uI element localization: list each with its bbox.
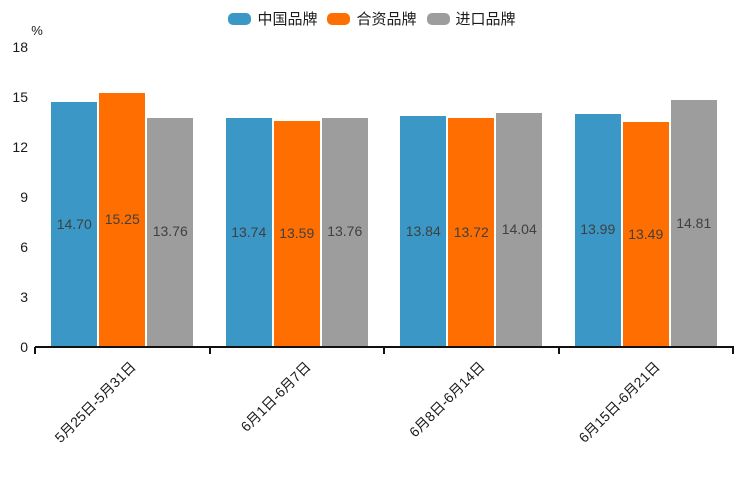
bar-value-label: 15.25 [104, 210, 140, 227]
y-axis-tick-label: 3 [20, 289, 28, 305]
x-axis-tick [557, 347, 560, 354]
x-axis-tick [732, 347, 734, 354]
bar-value-label: 14.81 [676, 214, 712, 231]
x-axis-category-label: 6月8日-6月14日 [406, 358, 488, 441]
bar-进口品牌-6月1日-6月7日 [321, 117, 368, 347]
bar-进口品牌-5月25日-5月31日 [147, 117, 194, 347]
bar-合资品牌-6月15日-6月21日 [622, 122, 669, 347]
bar-value-label: 13.84 [405, 222, 441, 239]
legend-item-joint-venture-brand[interactable]: 合资品牌 [327, 8, 417, 29]
x-axis-category-label: 6月15日-6月21日 [575, 358, 663, 446]
bar-进口品牌-6月8日-6月14日 [496, 113, 543, 347]
bar-value-label: 13.59 [279, 224, 315, 241]
bar-value-label: 13.74 [231, 223, 267, 240]
x-axis-category-label: 5月25日-5月31日 [51, 358, 139, 446]
legend-swatch-china-brand [228, 12, 252, 25]
bar-合资品牌-5月25日-5月31日 [99, 92, 146, 347]
legend-label-import-brand: 进口品牌 [455, 11, 516, 28]
bar-中国品牌-6月1日-6月7日 [225, 118, 272, 347]
y-axis-tick-label: 18 [12, 39, 28, 55]
bar-value-label: 13.76 [327, 223, 363, 240]
x-axis-category-label: 6月1日-6月7日 [237, 358, 314, 435]
bar-value-label: 13.72 [453, 223, 489, 240]
y-axis-tick-label: 9 [20, 189, 28, 205]
legend-swatch-joint-venture-brand [327, 12, 351, 25]
bar-value-label: 13.49 [628, 225, 664, 242]
legend-label-china-brand: 中国品牌 [257, 11, 318, 28]
chart-legend: 中国品牌 合资品牌 进口品牌 [0, 8, 744, 29]
bar-进口品牌-6月15日-6月21日 [670, 100, 717, 347]
bar-中国品牌-5月25日-5月31日 [51, 102, 98, 347]
bar-value-label: 13.76 [152, 223, 188, 240]
bar-合资品牌-6月8日-6月14日 [448, 118, 495, 347]
y-axis-tick-label: 15 [12, 89, 28, 105]
x-axis-tick [208, 347, 211, 354]
bar-value-label: 13.99 [580, 221, 616, 238]
y-axis-tick-label: 0 [20, 339, 28, 355]
y-axis-tick-label: 12 [12, 139, 28, 155]
legend-item-china-brand[interactable]: 中国品牌 [228, 8, 317, 29]
bar-value-label: 14.70 [56, 215, 92, 232]
x-axis-tick [34, 347, 36, 354]
x-axis-line [35, 346, 734, 348]
y-axis-unit-label: % [31, 23, 43, 38]
bar-合资品牌-6月1日-6月7日 [273, 120, 320, 347]
y-axis-tick-label: 6 [20, 239, 28, 255]
bar-value-label: 14.04 [501, 221, 537, 237]
bar-中国品牌-6月15日-6月21日 [574, 113, 621, 347]
x-axis-tick [383, 347, 385, 354]
legend-item-import-brand[interactable]: 进口品牌 [426, 8, 516, 29]
legend-label-joint-venture-brand: 合资品牌 [356, 11, 417, 28]
bar-中国品牌-6月8日-6月14日 [400, 116, 447, 347]
legend-swatch-import-brand [426, 12, 450, 25]
